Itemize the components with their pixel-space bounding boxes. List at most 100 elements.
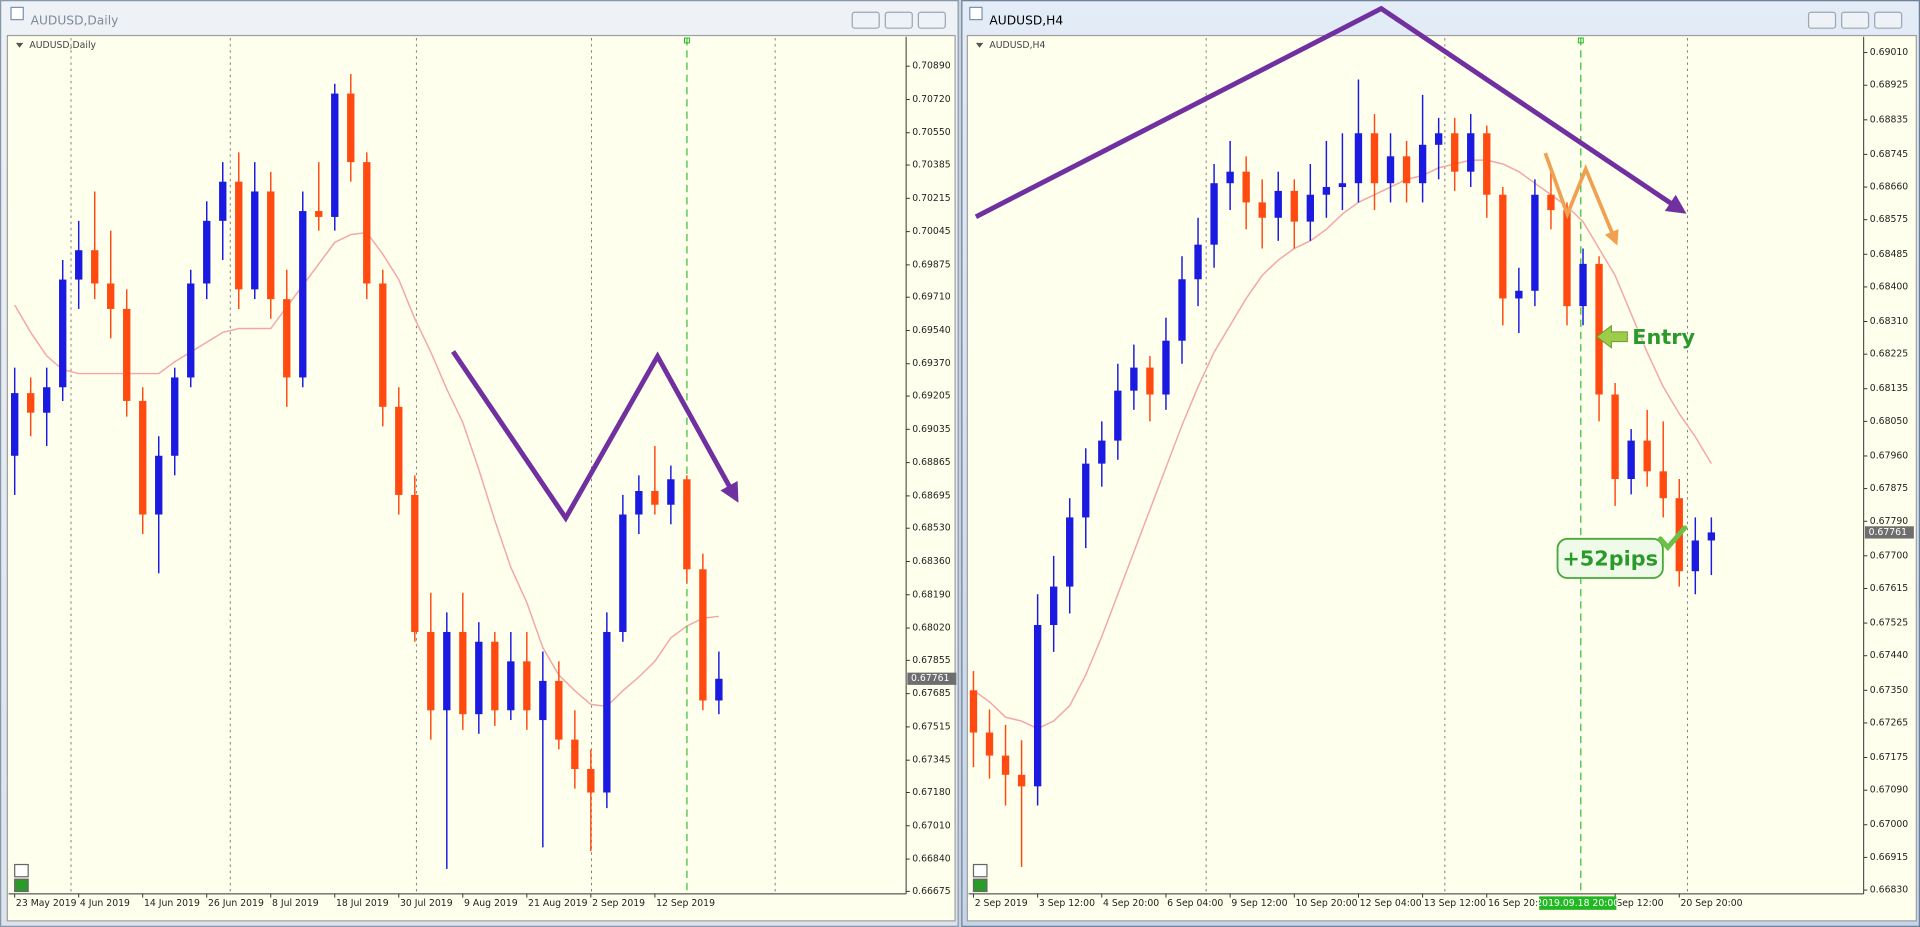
minimize-button[interactable] (851, 11, 880, 29)
y-tick-label: 0.68135 (1870, 383, 1909, 394)
candle-body (283, 299, 291, 378)
candle-body (1402, 156, 1411, 184)
y-tick-label: 0.70720 (912, 94, 951, 105)
y-tick-label: 0.67440 (1870, 650, 1909, 661)
symbol-arrow (975, 42, 984, 48)
candle-body (651, 491, 659, 505)
candle-body (1242, 171, 1250, 203)
candle-body (1418, 144, 1427, 184)
candle-body (699, 569, 707, 701)
y-tick-label: 0.67790 (1870, 516, 1909, 527)
candle-body (1595, 263, 1603, 395)
candle-body (475, 641, 483, 715)
candle-body (1338, 183, 1347, 188)
y-tick-label: 0.68310 (1870, 316, 1909, 327)
candle-body (491, 641, 499, 711)
check-mark (1657, 525, 1688, 552)
trend-arrow (974, 5, 1687, 219)
candle-body (1178, 279, 1186, 341)
y-tick-label: 0.69370 (912, 358, 951, 369)
cursor-handle (684, 37, 690, 44)
last-price-label: 0.67761 (1869, 527, 1908, 538)
y-tick-label: 0.68865 (912, 457, 951, 468)
candle-body (683, 479, 691, 570)
candle-body (1531, 194, 1539, 291)
y-tick-label: 0.68190 (912, 589, 951, 600)
y-tick-label: 0.69875 (912, 259, 951, 270)
y-tick-label: 0.68925 (1870, 80, 1909, 91)
y-tick-label: 0.69205 (912, 391, 951, 402)
candle-body (411, 494, 419, 632)
symbol-label: AUDUSD,Daily (29, 40, 96, 51)
candle-body (1130, 367, 1138, 391)
result-badge (1556, 537, 1664, 579)
y-tick-label: 0.67615 (1870, 583, 1909, 594)
candle-body (1627, 440, 1635, 480)
candle-body (539, 680, 547, 721)
candle-body (1659, 471, 1667, 499)
minimize-button[interactable] (1807, 11, 1837, 29)
close-button[interactable] (1874, 11, 1903, 29)
y-tick-label: 0.68360 (912, 556, 951, 567)
candle-body (587, 769, 595, 793)
candle-body (395, 406, 403, 495)
last-price-label: 0.67761 (911, 673, 950, 684)
candle-body (1434, 133, 1443, 145)
y-tick-label: 0.68485 (1870, 249, 1909, 260)
candle-body (251, 191, 259, 290)
x-tick-label: 10 Sep 20:00 (1296, 898, 1358, 909)
chart-area (966, 34, 1917, 922)
window-icon (969, 6, 983, 21)
y-tick-label: 0.66675 (912, 886, 951, 897)
y-tick-label: 0.67180 (912, 787, 951, 798)
x-tick-label: 4 Sep 20:00 (1103, 898, 1159, 909)
y-tick-label: 0.68695 (912, 490, 951, 501)
y-tick-label: 0.69010 (1870, 47, 1909, 58)
expand-indicator[interactable] (14, 878, 29, 893)
x-tick-label: 12 Sep 04:00 (1360, 898, 1422, 909)
candle-body (619, 514, 627, 632)
candle-body (667, 479, 675, 505)
candle-body (1017, 774, 1026, 787)
candle-body (1483, 133, 1491, 195)
x-tick-label: 23 May 2019 (16, 898, 77, 909)
y-tick-label: 0.67090 (1870, 785, 1909, 796)
candle-body (43, 387, 51, 413)
x-tick-label: 14 Jun 2019 (144, 898, 200, 909)
candle-body (91, 250, 99, 284)
last-price-tag (1864, 526, 1914, 539)
candle-body (1370, 133, 1379, 184)
candle-body (315, 211, 323, 217)
candle-body (969, 690, 978, 733)
x-tick-label: 21 Aug 2019 (528, 898, 588, 909)
close-button[interactable] (917, 11, 946, 29)
close-indicator[interactable] (14, 863, 29, 878)
candle-body (427, 631, 435, 711)
y-tick-label: 0.69710 (912, 292, 951, 303)
maximize-button[interactable] (884, 11, 913, 29)
chart-layer: 0.70890 0.70720 0.70550 0.70385 0.70215 0.700… (11, 37, 1914, 910)
expand-indicator[interactable] (972, 878, 988, 893)
y-tick-label: 0.68050 (1870, 416, 1909, 427)
cursor-time-label: 2019.09.18 20:00 (1536, 898, 1619, 909)
cursor-handle (1577, 37, 1584, 44)
trend-arrow (451, 350, 739, 523)
close-indicator[interactable] (972, 863, 988, 878)
candle-body (1098, 440, 1106, 464)
candle-body (507, 661, 515, 711)
candle-body (1146, 367, 1154, 395)
result-label: +52pips (1562, 547, 1658, 571)
candle-body (1579, 263, 1587, 307)
y-tick-label: 0.68400 (1870, 281, 1909, 292)
candle-body (331, 93, 339, 217)
window-icon (10, 6, 24, 21)
y-tick-label: 0.70890 (912, 61, 951, 72)
candle-body (139, 400, 147, 515)
candle-body (985, 732, 994, 756)
y-tick-label: 0.67700 (1870, 550, 1909, 561)
maximize-button[interactable] (1841, 11, 1870, 29)
candle-body (235, 181, 243, 290)
candle-body (11, 393, 19, 456)
y-tick-label: 0.68530 (912, 523, 951, 534)
